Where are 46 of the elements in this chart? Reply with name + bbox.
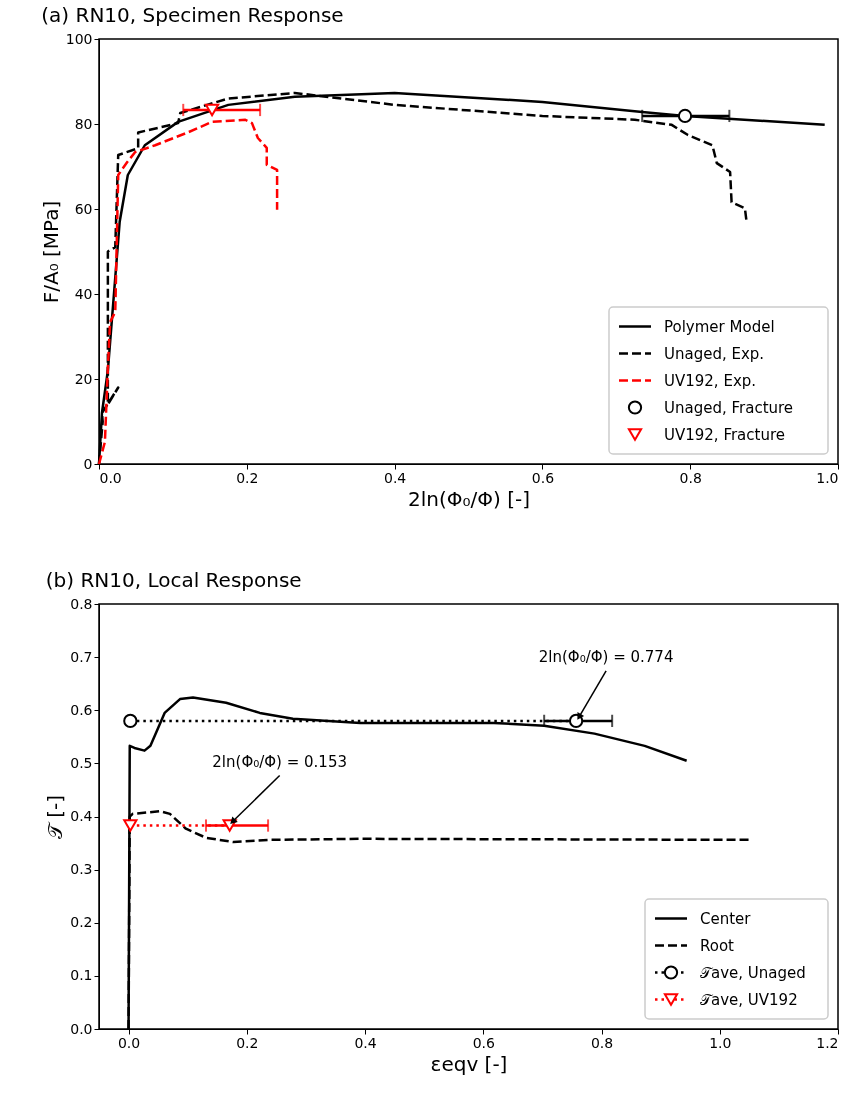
x-tick-label: 1.2 — [816, 1034, 839, 1051]
x-tick-label: 0.8 — [590, 1034, 614, 1051]
y-tick-label: 0.4 — [70, 808, 93, 824]
annotation: 2ln(Φ₀/Φ) = 0.153 — [212, 752, 347, 771]
legend-label: UV192, Fracture — [664, 425, 786, 444]
x-tick-label: 0.6 — [472, 1034, 495, 1051]
y-tick-label: 0.1 — [70, 967, 93, 984]
legend-label: Unaged, Fracture — [664, 398, 794, 417]
legend-label: Polymer Model — [664, 317, 775, 336]
x-tick-label: 1.0 — [709, 1034, 732, 1051]
y-tick-label: 40 — [74, 285, 93, 302]
x-tick-label: 0.4 — [354, 1034, 377, 1051]
x-axis-title: εeqv [-] — [430, 1051, 508, 1076]
y-tick-label: 0.2 — [70, 914, 93, 931]
chart-title: (a) RN10, Specimen Response — [41, 3, 344, 27]
x-tick-label: 0.2 — [236, 1034, 259, 1051]
y-tick-label: 0.6 — [70, 701, 93, 718]
y-tick-label: 0.7 — [70, 648, 93, 665]
x-tick-label: 0.2 — [236, 469, 259, 486]
y-tick-label: 0.8 — [70, 595, 93, 612]
y-tick-label: 60 — [74, 200, 93, 217]
legend-label: Unaged, Exp. — [664, 344, 765, 363]
legend-label: 𝒯ave, Unaged — [700, 963, 806, 982]
line-series — [97, 118, 279, 466]
x-axis-title: 2ln(Φ₀/Φ) [-] — [408, 486, 530, 511]
legend-label: Root — [700, 936, 735, 955]
chart-title: (b) RN10, Local Response — [45, 568, 302, 592]
y-axis-title: F/A₀ [MPa] — [38, 200, 63, 304]
x-tick-label: 0.0 — [117, 1034, 141, 1051]
y-tick-label: 20 — [74, 370, 93, 387]
y-tick-label: 100 — [65, 30, 93, 47]
y-tick-label: 0.0 — [70, 1020, 93, 1037]
legend-label: Center — [700, 909, 752, 928]
y-tick-label: 0 — [83, 455, 93, 472]
legend-label: UV192, Exp. — [664, 371, 757, 390]
y-axis-title: 𝒯 [-] — [43, 794, 68, 840]
y-tick-label: 0.5 — [70, 754, 93, 771]
y-tick-label: 0.3 — [70, 861, 93, 878]
legend-label: 𝒯ave, UV192 — [700, 990, 798, 1009]
x-tick-label: 0.0 — [99, 469, 122, 486]
x-tick-label: 0.6 — [531, 469, 555, 486]
x-tick-label: 0.4 — [383, 469, 407, 486]
annotation: 2ln(Φ₀/Φ) = 0.774 — [538, 647, 674, 666]
y-tick-label: 80 — [74, 115, 93, 132]
x-tick-label: 1.0 — [816, 469, 839, 486]
x-tick-label: 0.8 — [679, 469, 702, 486]
